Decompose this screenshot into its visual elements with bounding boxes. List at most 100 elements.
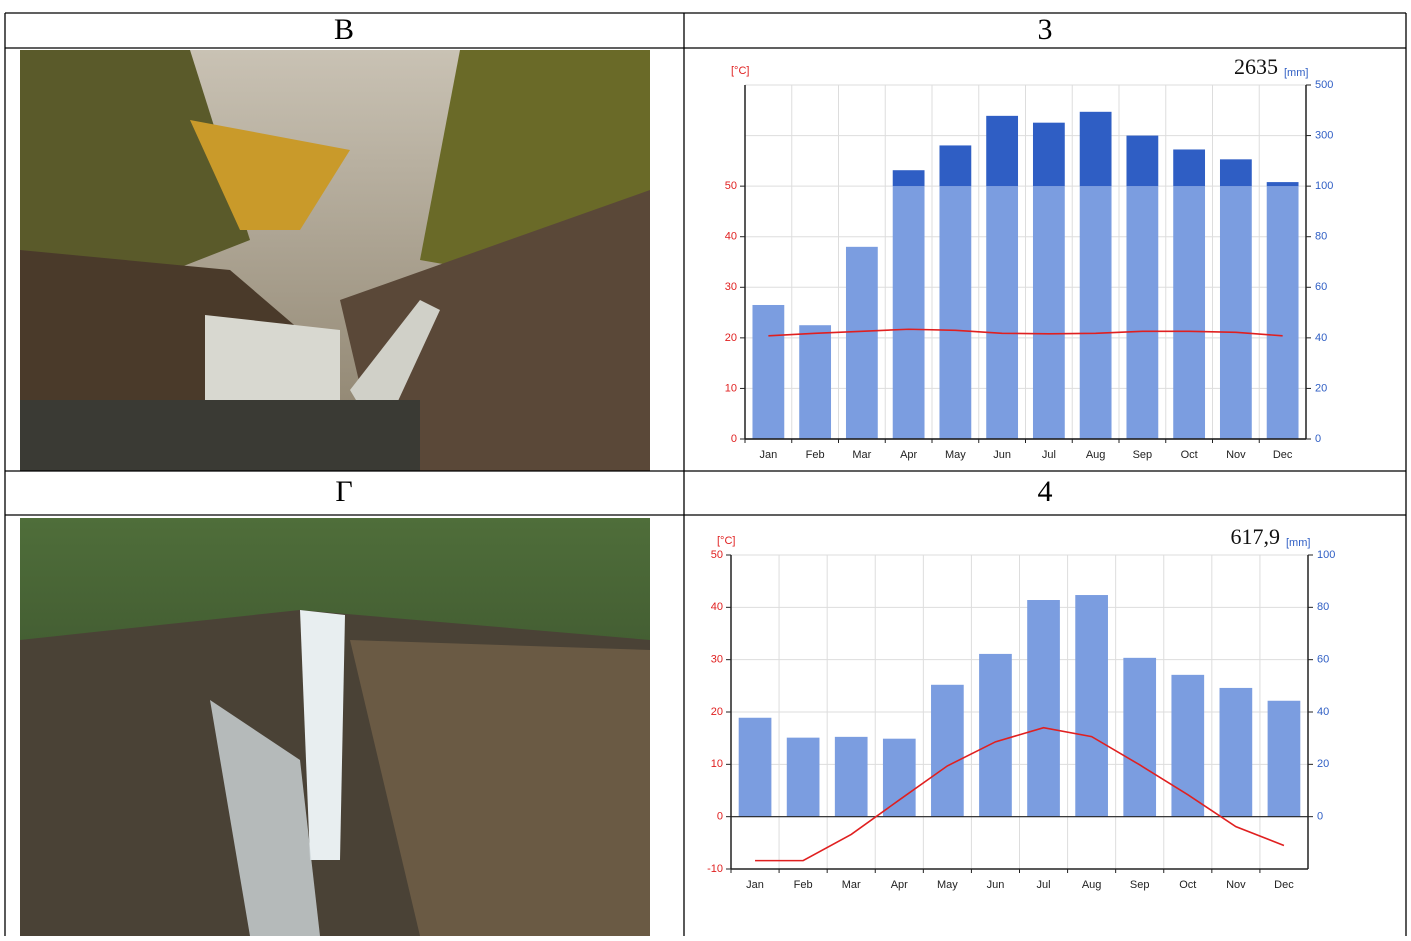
bar <box>1027 600 1060 817</box>
bar-upper <box>892 170 925 187</box>
y2-tick-label: 500 <box>1315 79 1333 91</box>
bar-upper <box>1266 182 1299 187</box>
bar <box>1126 186 1159 439</box>
y2-axis-label: [mm] <box>1284 67 1308 79</box>
bar <box>845 246 878 439</box>
y-tick-label: 20 <box>725 332 737 344</box>
y2-tick-label: 100 <box>1317 549 1335 561</box>
x-tick-label: Mar <box>852 449 871 461</box>
y2-tick-label: 60 <box>1315 281 1327 293</box>
bar <box>892 186 925 439</box>
y2-tick-label: 20 <box>1317 758 1329 770</box>
x-tick-label: Aug <box>1082 879 1102 891</box>
cell-header: Г <box>335 475 352 508</box>
y-tick-label: 10 <box>725 382 737 394</box>
x-tick-label: Nov <box>1226 449 1246 461</box>
bar <box>986 186 1019 439</box>
bar <box>1171 674 1205 817</box>
bar <box>738 717 772 817</box>
bar <box>979 653 1012 817</box>
y-tick-label: 10 <box>711 758 723 770</box>
cell-header: 3 <box>1038 13 1053 46</box>
bar <box>1032 186 1065 439</box>
x-tick-label: Dec <box>1273 449 1293 461</box>
y-tick-label: 50 <box>711 549 723 561</box>
x-tick-label: Sep <box>1133 449 1153 461</box>
x-tick-label: Jun <box>987 879 1005 891</box>
x-tick-label: May <box>937 879 958 891</box>
x-tick-label: Sep <box>1130 879 1150 891</box>
y2-axis-label: [mm] <box>1286 537 1310 549</box>
y-tick-label: 40 <box>711 601 723 613</box>
bar-upper <box>939 145 972 187</box>
x-tick-label: Jun <box>993 449 1011 461</box>
x-tick-label: Feb <box>806 449 825 461</box>
annual-total: 2635 <box>1234 54 1278 79</box>
y2-tick-label: 300 <box>1315 129 1333 141</box>
x-tick-label: Apr <box>891 879 908 891</box>
x-tick-label: Feb <box>794 879 813 891</box>
y2-tick-label: 20 <box>1315 382 1327 394</box>
bar <box>1173 186 1206 439</box>
x-tick-label: Oct <box>1181 449 1198 461</box>
temperature-line <box>755 726 1285 862</box>
y2-tick-label: 40 <box>1317 706 1329 718</box>
annual-total: 617,9 <box>1231 524 1281 549</box>
y-tick-label: 20 <box>711 706 723 718</box>
bar <box>1266 186 1299 439</box>
bar-upper <box>1219 159 1252 187</box>
x-tick-label: Jan <box>760 449 778 461</box>
bar <box>752 304 785 439</box>
bar <box>786 737 820 817</box>
bar <box>1267 700 1301 817</box>
bar-upper <box>1032 122 1065 187</box>
bar <box>834 736 868 817</box>
y-tick-label: 40 <box>725 231 737 243</box>
temperature-line <box>768 328 1283 337</box>
y-tick-label: 30 <box>711 654 723 666</box>
y-tick-label: 50 <box>725 180 737 192</box>
y2-tick-label: 40 <box>1315 332 1327 344</box>
x-tick-label: Aug <box>1086 449 1106 461</box>
y2-tick-label: 60 <box>1317 654 1329 666</box>
x-tick-label: Jul <box>1042 449 1056 461</box>
x-tick-label: Jul <box>1037 879 1051 891</box>
bar-upper <box>1079 111 1112 187</box>
x-tick-label: Apr <box>900 449 917 461</box>
bar-upper <box>986 115 1019 187</box>
x-tick-label: Dec <box>1274 879 1294 891</box>
bar-upper <box>1126 135 1159 187</box>
x-tick-label: May <box>945 449 966 461</box>
y2-tick-label: 100 <box>1315 180 1333 192</box>
x-tick-label: Jan <box>746 879 764 891</box>
y-axis-label: [°C] <box>731 65 749 77</box>
bar <box>882 738 916 817</box>
bar <box>939 186 972 439</box>
bar <box>1079 186 1112 439</box>
bar <box>1219 687 1253 817</box>
y-axis-label: [°C] <box>717 535 735 547</box>
y-tick-label: 0 <box>717 811 723 823</box>
y-tick-label: 0 <box>731 433 737 445</box>
bar <box>1219 186 1252 439</box>
cell-header: В <box>334 13 354 46</box>
bar <box>1123 657 1157 817</box>
y2-tick-label: 80 <box>1317 601 1329 613</box>
table-borders <box>4 12 1407 936</box>
photo-angel-falls <box>20 518 650 936</box>
y-tick-label: 30 <box>725 281 737 293</box>
y2-tick-label: 80 <box>1315 231 1327 243</box>
x-tick-label: Nov <box>1226 879 1246 891</box>
bar <box>1075 595 1108 817</box>
x-tick-label: Oct <box>1179 879 1196 891</box>
bar <box>931 684 964 817</box>
x-tick-label: Mar <box>842 879 861 891</box>
y2-tick-label: 0 <box>1317 811 1323 823</box>
cell-header: 4 <box>1038 475 1053 508</box>
y-tick-label: -10 <box>707 863 723 875</box>
bar-upper <box>1173 149 1206 187</box>
photo-waterfall-forest <box>20 50 650 471</box>
bar <box>799 325 832 439</box>
y2-tick-label: 0 <box>1315 433 1321 445</box>
